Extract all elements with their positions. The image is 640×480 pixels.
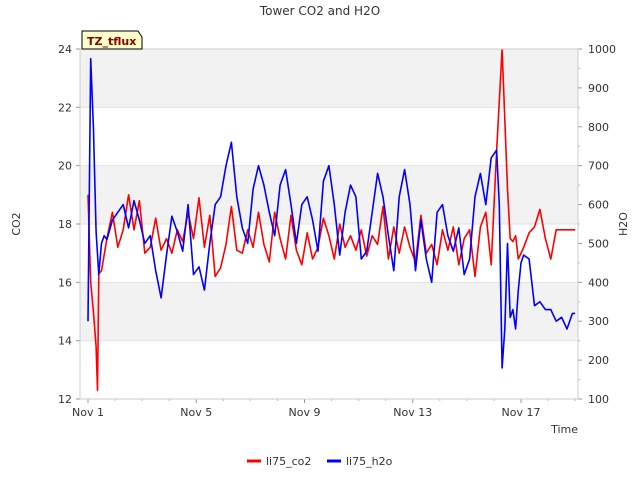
y-tick-label-right-300: 300 <box>588 315 609 328</box>
legend-label-co2: li75_co2 <box>266 455 311 468</box>
y-tick-label-right-1000: 1000 <box>588 43 616 56</box>
y-axis-left-title: CO2 <box>10 212 23 235</box>
y-tick-label-right-800: 800 <box>588 121 609 134</box>
band-0 <box>80 282 578 341</box>
y-tick-label-left-18: 18 <box>58 218 72 231</box>
legend-label-h2o: li75_h2o <box>346 455 393 468</box>
x-axis-title: Time <box>550 423 578 436</box>
plot-frame <box>79 48 579 400</box>
badge-label: TZ_tflux <box>87 35 136 48</box>
badge-box <box>81 30 143 50</box>
x-tick-label-16: Nov 17 <box>502 406 541 419</box>
y-tick-label-right-900: 900 <box>588 82 609 95</box>
x-tick-label-12: Nov 13 <box>393 406 432 419</box>
x-tick-label-8: Nov 9 <box>289 406 321 419</box>
band-1 <box>80 165 578 224</box>
y-tick-label-left-20: 20 <box>58 160 72 173</box>
y-tick-label-right-500: 500 <box>588 237 609 250</box>
y-tick-label-left-14: 14 <box>58 335 72 348</box>
y-tick-label-right-100: 100 <box>588 393 609 406</box>
y-axis-right-title: H2O <box>617 212 630 236</box>
y-tick-label-left-12: 12 <box>58 393 72 406</box>
series-line-li75_h2o <box>87 57 576 369</box>
y-tick-label-right-400: 400 <box>588 276 609 289</box>
series-line-li75_co2 <box>87 49 576 392</box>
y-tick-label-right-700: 700 <box>588 160 609 173</box>
y-tick-label-left-22: 22 <box>58 101 72 114</box>
plot-area: 12 14 16 18 20 22 24 100 200 300 400 500 600 700 800 90… <box>58 43 616 419</box>
x-tick-label-4: Nov 5 <box>180 406 212 419</box>
x-tick-label-0: Nov 1 <box>72 406 104 419</box>
series-group <box>87 49 576 392</box>
y-tick-label-left-24: 24 <box>58 43 72 56</box>
y-tick-label-left-16: 16 <box>58 276 72 289</box>
y-tick-label-right-600: 600 <box>588 199 609 212</box>
legend: li75_co2 li75_h2o <box>247 455 393 468</box>
chart-title: Tower CO2 and H2O <box>259 4 380 18</box>
badge: TZ_tflux <box>81 30 143 50</box>
band-2 <box>80 49 578 108</box>
y-tick-label-right-200: 200 <box>588 354 609 367</box>
